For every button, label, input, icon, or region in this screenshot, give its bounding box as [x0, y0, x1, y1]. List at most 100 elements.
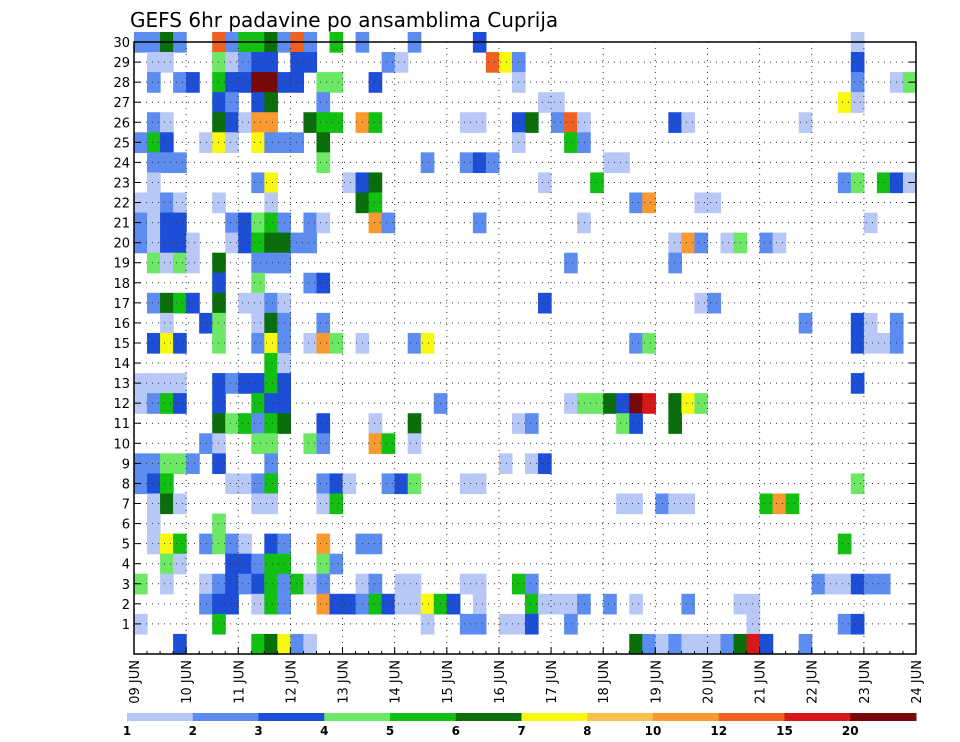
precip-cell: [420, 613, 435, 635]
precip-cell: [290, 132, 305, 153]
colorbar-swatch: [324, 713, 391, 721]
precip-cell: [733, 633, 748, 655]
colorbar-swatch: [718, 713, 785, 721]
precip-cell: [837, 172, 852, 194]
precip-cell: [616, 152, 630, 174]
precip-cell: [629, 413, 643, 434]
precip-cell: [251, 633, 265, 655]
y-tick-label: 12: [113, 397, 130, 412]
precip-cell: [147, 252, 161, 274]
precip-cell: [160, 52, 174, 73]
precip-cell: [759, 232, 774, 254]
colorbar-label: 4: [320, 724, 328, 738]
precip-cell: [459, 473, 474, 495]
precip-cell: [316, 473, 331, 495]
precip-cell: [147, 212, 161, 234]
precip-cell: [642, 393, 656, 414]
precip-cell: [316, 212, 331, 234]
precip-cell: [212, 373, 226, 394]
precip-cell: [238, 553, 252, 575]
precip-cell: [498, 52, 513, 73]
precip-cell: [238, 533, 252, 555]
colorbar-swatch: [784, 713, 851, 721]
precip-cell: [368, 593, 383, 615]
x-tick-label: 11 JUN: [232, 660, 247, 704]
y-tick-label: 11: [113, 417, 130, 432]
precip-cell: [147, 132, 161, 153]
precip-cell: [251, 312, 265, 334]
precip-cell: [629, 393, 643, 414]
precip-cell: [186, 232, 200, 254]
y-tick-label: 1: [122, 618, 130, 633]
precip-cell: [186, 453, 200, 475]
precip-cell: [264, 92, 278, 113]
precip-cell: [368, 413, 383, 434]
precip-cell: [459, 112, 474, 133]
precip-cell: [186, 72, 200, 93]
precip-cell: [538, 453, 552, 475]
precip-cell: [316, 533, 331, 555]
precip-cell: [160, 312, 174, 334]
y-tick-label: 18: [113, 277, 130, 292]
precip-cell: [303, 232, 318, 254]
precip-cell: [264, 232, 278, 254]
precip-cell: [251, 212, 265, 234]
precip-cell: [407, 573, 422, 595]
precip-cell: [407, 473, 422, 495]
precip-cell: [472, 593, 487, 615]
precip-cell: [694, 232, 709, 254]
precip-cell: [381, 473, 396, 495]
precip-cell: [681, 393, 696, 414]
precip-cell: [759, 633, 774, 655]
precip-cell: [212, 613, 226, 635]
precip-cell: [407, 593, 422, 615]
precip-cell: [316, 573, 331, 595]
precip-cell: [290, 232, 305, 254]
colorbar-swatch: [390, 713, 457, 721]
precip-cell: [212, 393, 226, 414]
precip-cell: [277, 633, 291, 655]
precip-cell: [850, 312, 865, 334]
precip-cell: [472, 573, 487, 595]
precip-cell: [238, 72, 252, 93]
precip-cell: [212, 332, 226, 354]
colorbar-label: 10: [645, 724, 662, 738]
precip-cell: [564, 613, 578, 635]
precip-cell: [368, 112, 383, 133]
precip-cell: [381, 52, 396, 73]
precip-cell: [160, 373, 174, 394]
precip-cell: [173, 453, 187, 475]
precip-cell: [212, 252, 226, 274]
precip-cell: [459, 613, 474, 635]
precip-cell: [225, 533, 239, 555]
precip-cell: [329, 332, 344, 354]
precip-cell: [251, 132, 265, 153]
precip-cell: [173, 633, 187, 655]
y-tick-label: 25: [113, 136, 130, 151]
precip-cell: [329, 493, 344, 515]
precip-cell: [368, 172, 383, 194]
x-tick-label: 24 JUN: [910, 660, 925, 704]
precip-cell: [160, 332, 174, 354]
precip-cell: [173, 72, 187, 93]
precip-cell: [303, 433, 318, 454]
y-tick-label: 8: [122, 477, 130, 492]
precip-cell: [316, 332, 331, 354]
precip-cell: [485, 152, 500, 174]
precip-cell: [876, 172, 891, 194]
precip-cell: [525, 112, 539, 133]
precip-cell: [264, 633, 278, 655]
precip-cell: [381, 433, 396, 454]
precip-cell: [420, 152, 435, 174]
precip-cell: [316, 593, 331, 615]
precip-cell: [616, 413, 630, 434]
y-tick-label: 10: [113, 437, 130, 452]
precip-cell: [525, 593, 539, 615]
precip-cell: [212, 292, 226, 314]
precip-cell: [251, 172, 265, 194]
precip-cell: [681, 593, 696, 615]
precip-cell: [264, 192, 278, 214]
precip-cell: [863, 212, 878, 234]
colorbar-label: 12: [710, 724, 727, 738]
precip-cell: [199, 132, 213, 153]
